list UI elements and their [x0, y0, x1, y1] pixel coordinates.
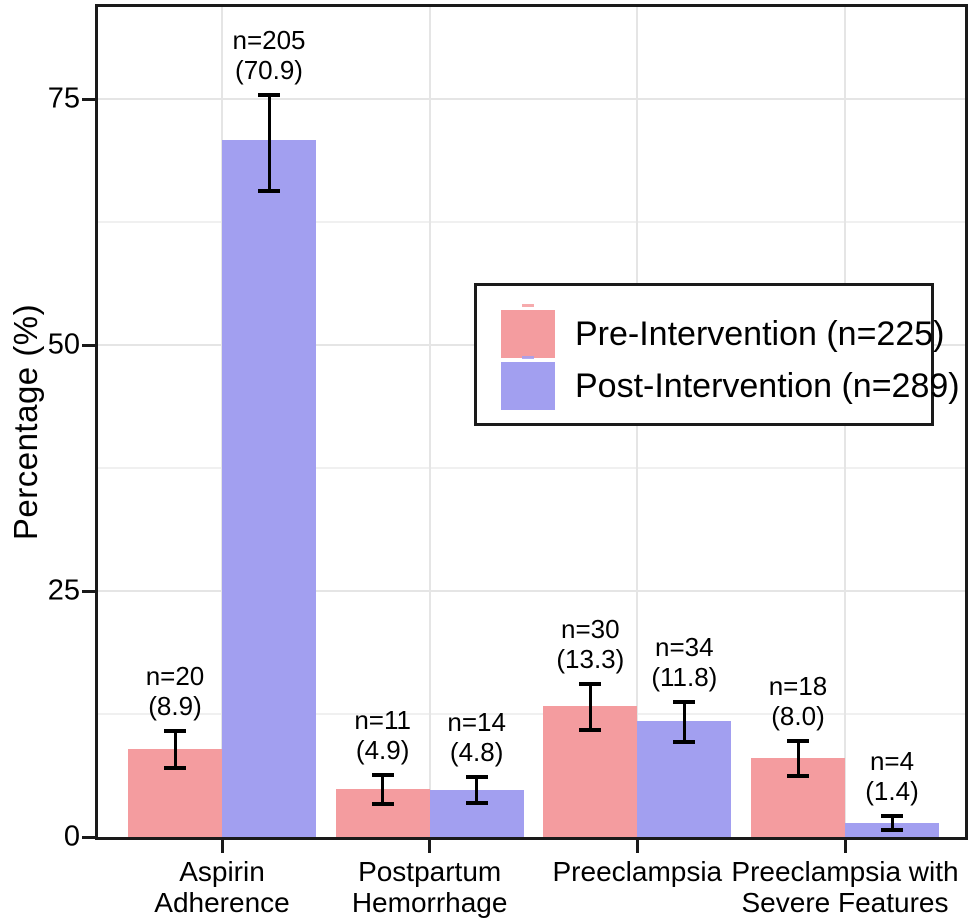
bar-label-pre-2: n=30 (13.3)	[505, 614, 675, 674]
plot-area: n=20 (8.9) n=11 (4.9) n=30 (13.3) n=18 (8.0) n=2…	[98, 7, 965, 837]
bar-label-line: n=14	[447, 707, 506, 737]
error-bar-cap-top-post-0	[258, 92, 280, 97]
x-tick-mark	[428, 840, 432, 853]
gridline-y-minor	[98, 713, 965, 716]
x-tick-label-line: Preeclampsia	[552, 856, 723, 887]
bar-label-line: n=18	[768, 670, 828, 701]
gridline-x-major	[428, 7, 431, 837]
bar-label-line: n=205	[232, 24, 306, 55]
bar-label-line: (70.9)	[235, 54, 303, 85]
bar-label-line: n=30	[561, 613, 620, 644]
y-tick-mark	[82, 97, 95, 101]
legend-item-pre-intervention: Pre-Intervention (n=225)	[501, 304, 945, 358]
x-tick-label: Postpartum Hemorrhage	[290, 856, 570, 918]
bar-label-pre-3: n=18 (8.0)	[713, 671, 883, 731]
bar-label-line: n=11	[354, 705, 411, 736]
legend-errorbar-cap-icon	[522, 356, 534, 359]
legend-errorbar-cap-icon	[522, 304, 534, 307]
error-bar-line-post-2	[682, 702, 686, 742]
error-bar-cap-top-pre-3	[787, 738, 809, 743]
bar-label-line: (1.4)	[865, 776, 919, 807]
y-tick-mark	[82, 835, 95, 839]
bar-label-line: n=34	[655, 632, 714, 663]
bar-label-line: n=20	[145, 660, 205, 691]
bar-label-line: n=4	[869, 746, 915, 777]
error-bar-line-post-1	[475, 777, 479, 803]
y-tick-label: 25	[47, 574, 80, 607]
legend-label-pre-intervention: Pre-Intervention (n=225)	[575, 314, 945, 353]
y-tick-label: 50	[47, 328, 80, 361]
bar-label-pre-0: n=20 (8.9)	[90, 661, 260, 721]
error-bar-cap-bottom-pre-2	[579, 727, 602, 732]
legend-item-post-intervention: Post-Intervention (n=289)	[501, 356, 960, 410]
x-tick-label: Preeclampsia	[497, 856, 777, 887]
bar-label-line: (13.3)	[556, 643, 625, 674]
x-tick-mark	[843, 840, 847, 853]
bar-label-post-2: n=34 (11.8)	[599, 632, 769, 692]
y-tick-label: 0	[63, 820, 80, 853]
legend-swatch-post-intervention	[501, 356, 555, 410]
gridline-y-major	[98, 98, 965, 101]
error-bar-line-pre-3	[796, 740, 800, 777]
gridline-y-minor	[98, 221, 965, 224]
error-bar-cap-top-post-2	[673, 700, 696, 705]
error-bar-cap-top-pre-2	[579, 681, 602, 686]
gridline-y-minor	[98, 467, 965, 470]
y-tick-mark	[82, 589, 95, 593]
error-bar-cap-bottom-pre-3	[787, 774, 809, 779]
x-tick-label: Preeclampsia with Severe Features	[705, 856, 974, 918]
gridline-y-major	[98, 590, 965, 593]
error-bar-cap-bottom-post-2	[673, 739, 696, 744]
error-bar-cap-top-post-1	[465, 775, 488, 779]
legend-label-post-intervention: Post-Intervention (n=289)	[575, 366, 960, 405]
x-tick-label-line: Preeclampsia with	[731, 856, 959, 887]
x-tick-label-line: Hemorrhage	[351, 887, 508, 918]
bar-post-0	[222, 139, 316, 837]
x-tick-label-line: Postpartum	[358, 856, 502, 887]
x-tick-mark	[220, 840, 224, 853]
y-tick-mark	[82, 343, 95, 347]
error-bar-cap-bottom-post-1	[465, 800, 488, 805]
x-tick-mark	[635, 840, 639, 853]
bar-label-post-1: n=14 (4.8)	[392, 707, 562, 767]
legend: Pre-Intervention (n=225) Post-Interventi…	[474, 283, 960, 426]
bar-label-line: (8.0)	[771, 700, 825, 731]
error-bar-line-pre-0	[173, 730, 177, 769]
error-bar-cap-top-post-3	[881, 814, 903, 819]
error-bar-line-pre-1	[381, 775, 385, 804]
bar-label-post-3: n=4 (1.4)	[807, 746, 974, 806]
error-bar-cap-top-pre-1	[371, 773, 394, 778]
bar-label-line: (4.8)	[449, 737, 504, 767]
error-bar-line-pre-2	[588, 683, 592, 730]
y-tick-label: 75	[47, 82, 80, 115]
bar-label-post-0: n=205 (70.9)	[184, 25, 354, 85]
error-bar-line-post-3	[890, 816, 894, 831]
bar-label-pre-1: n=11 (4.9)	[298, 705, 468, 765]
x-tick-label-line: Severe Features	[741, 887, 949, 918]
x-tick-label-line: Aspirin	[179, 856, 265, 887]
bar-label-line: (4.9)	[355, 735, 410, 766]
error-bar-cap-bottom-post-0	[258, 188, 280, 193]
x-tick-label-line: Adherence	[154, 887, 290, 918]
error-bar-line-post-0	[267, 94, 271, 191]
error-bar-cap-bottom-post-3	[881, 828, 903, 833]
error-bar-cap-bottom-pre-1	[371, 801, 394, 806]
legend-swatch-pre-intervention	[501, 304, 555, 358]
bar-label-line: (8.9)	[148, 690, 202, 721]
error-bar-cap-top-pre-0	[164, 728, 186, 733]
x-tick-label: Aspirin Adherence	[82, 856, 362, 918]
error-bar-cap-bottom-pre-0	[164, 766, 186, 771]
bar-label-line: (11.8)	[651, 662, 718, 693]
